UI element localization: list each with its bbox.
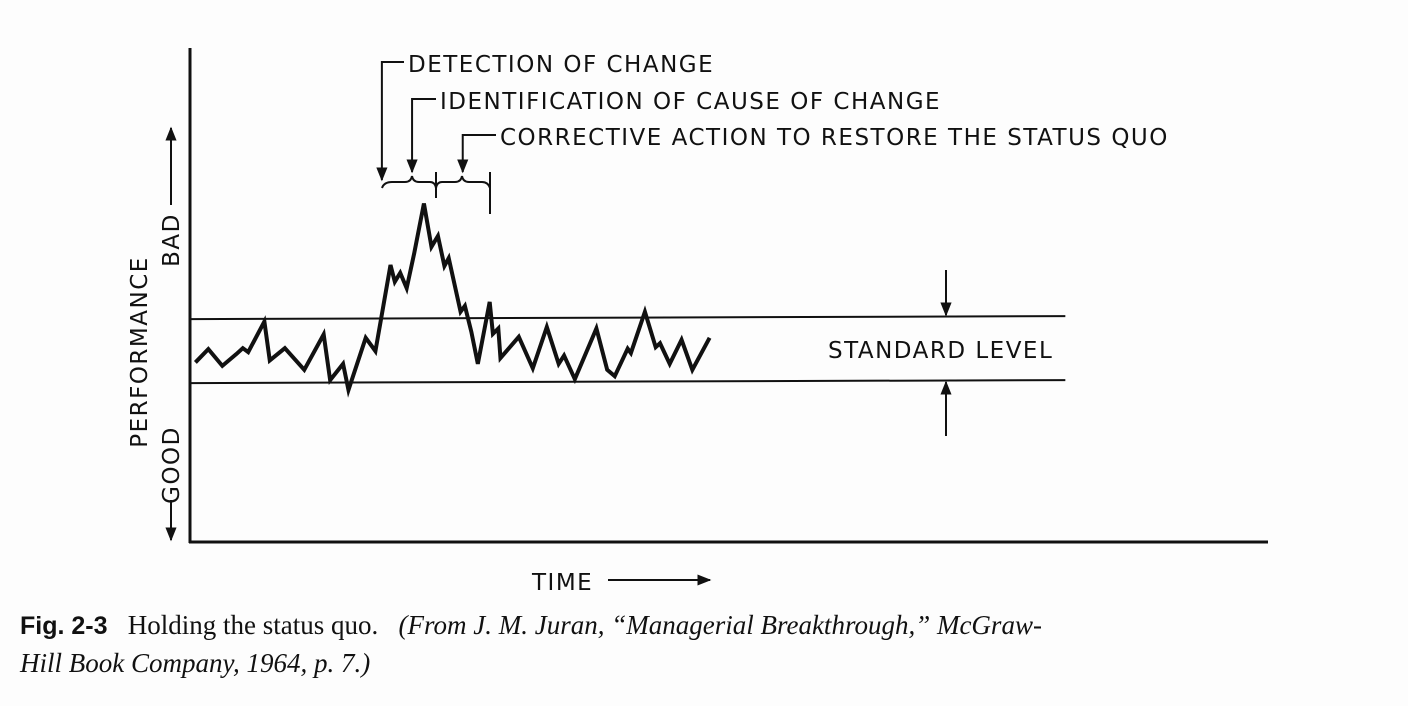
y-label-bad: BAD	[159, 213, 185, 267]
figure-source-line2: Hill Book Company, 1964, p. 7.)	[20, 648, 371, 678]
leader-arrow-icon	[457, 134, 496, 174]
y-label-performance: PERFORMANCE	[127, 256, 153, 448]
figure-caption: Fig. 2-3 Holding the status quo. (From J…	[20, 610, 1042, 641]
figure-caption-line2: Hill Book Company, 1964, p. 7.)	[20, 648, 370, 679]
y-axis-label: PERFORMANCE BAD GOOD	[127, 126, 185, 542]
annotation-label: CORRECTIVE ACTION TO RESTORE THE STATUS …	[500, 125, 1169, 151]
standard-level-label: STANDARD LEVEL	[828, 338, 1053, 364]
standard-upper-line	[189, 315, 1066, 321]
y-label-good: GOOD	[159, 426, 185, 504]
performance-line	[193, 203, 712, 398]
annotation-label: IDENTIFICATION OF CAUSE OF CHANGE	[440, 89, 941, 115]
x-label-time: TIME	[531, 570, 593, 596]
figure-number: Fig. 2-3	[20, 612, 108, 640]
annotations: DETECTION OF CHANGE IDENTIFICATION OF CAU…	[376, 52, 1169, 214]
standard-lower-line	[189, 379, 1066, 385]
figure-title: Holding the status quo.	[127, 610, 379, 640]
standard-level-band: STANDARD LEVEL	[189, 270, 1066, 436]
annotation-label: DETECTION OF CHANGE	[408, 52, 714, 78]
figure-source-line1: (From J. M. Juran, “Managerial Breakthro…	[398, 610, 1042, 640]
leader-arrow-icon	[376, 61, 404, 182]
leader-arrow-icon	[406, 98, 436, 174]
